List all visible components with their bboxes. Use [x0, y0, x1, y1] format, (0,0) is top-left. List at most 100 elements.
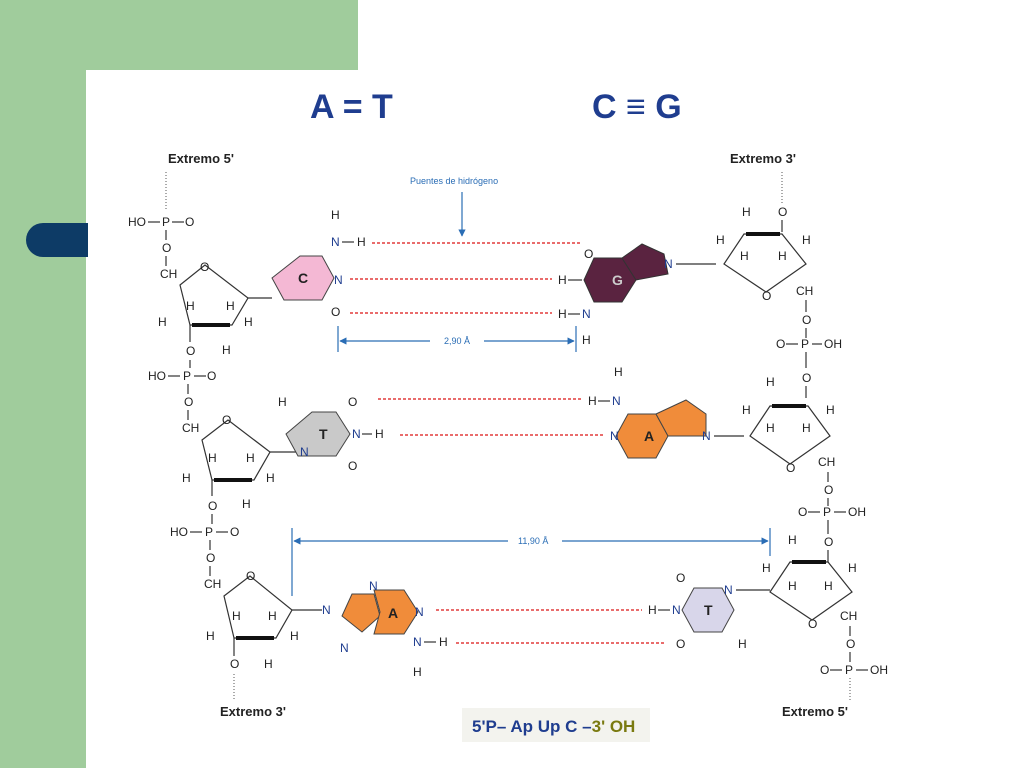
t1-ring-n: N	[300, 445, 309, 459]
r-phosphate-o-1: O	[776, 337, 785, 351]
sugar-o-2: O	[222, 413, 231, 427]
r-sugar-h-1a: H	[742, 205, 751, 219]
phosphate-p-3: P	[205, 525, 213, 539]
t2-methyl: H	[738, 637, 747, 651]
right-sugar-ring-3	[769, 561, 853, 621]
t2-n-glyco: N	[724, 583, 733, 597]
r-sugar-h-3d: H	[824, 579, 833, 593]
heading-cg-pair: C ≡ G	[592, 88, 682, 126]
g-nh-h: H	[558, 273, 567, 287]
r-sugar-o-2: O	[786, 461, 795, 475]
g-n-glyco: N	[664, 257, 673, 271]
sugar-o3-1: O	[186, 344, 195, 358]
label-hydrogen-bonds: Puentes de hidrógeno	[410, 176, 498, 186]
t2-n: N	[672, 603, 681, 617]
sugar-h-3a: H	[206, 629, 215, 643]
phosphate-o-2: O	[207, 369, 216, 383]
phosphate-ester-o-2: O	[184, 395, 193, 409]
label-three-prime-bottom: Extremo 3'	[220, 704, 286, 719]
base-c: C	[298, 270, 308, 286]
ch2-1: CH	[160, 267, 177, 281]
phosphate-p-2: P	[183, 369, 191, 383]
t2-o-top: O	[676, 571, 685, 585]
sugar-o3-2: O	[208, 499, 217, 513]
label-distance-large: 11,90 Å	[518, 536, 548, 546]
r-phosphate-p-2: P	[823, 505, 831, 519]
sugar-h-1e: H	[222, 343, 231, 357]
c-ring-n: N	[334, 273, 343, 287]
base-a1: A	[644, 428, 654, 444]
cytosine-ring	[271, 255, 335, 301]
r-sugar-o3-3: O	[824, 535, 833, 549]
r-sugar-h-3e: H	[848, 561, 857, 575]
r-sugar-o3-2: O	[802, 371, 811, 385]
sugar-h-3b: H	[232, 609, 241, 623]
thymine-ring-2	[681, 587, 735, 633]
a2-amino-h1: H	[439, 635, 448, 649]
a2-amino-h2: H	[413, 665, 422, 679]
r-ch2-3: CH	[840, 609, 857, 623]
sugar-ring-3	[223, 575, 293, 639]
r-ch2-1: CH	[796, 284, 813, 298]
a1-amino-n: N	[612, 394, 621, 408]
r-sugar-h-2a: H	[766, 375, 775, 389]
ch2-3: CH	[204, 577, 221, 591]
a1-n-glyco: N	[702, 429, 711, 443]
adenine-6ring-2	[373, 589, 419, 635]
t1-nh-h: H	[375, 427, 384, 441]
sugar-h-2d: H	[266, 471, 275, 485]
formula-box	[462, 708, 650, 742]
t2-nh-h: H	[648, 603, 657, 617]
sugar-o3-3: O	[230, 657, 239, 671]
r-ester-o-3: O	[846, 637, 855, 651]
phosphate-p-1: P	[162, 215, 170, 229]
sugar-h-2b: H	[208, 451, 217, 465]
c-amino-n: N	[331, 235, 340, 249]
phosphate-ester-o-1: O	[162, 241, 171, 255]
r-sugar-o-1: O	[762, 289, 771, 303]
r-sugar-h-2d: H	[802, 421, 811, 435]
r-sugar-h-1c: H	[740, 249, 749, 263]
r-phosphate-oh-1: OH	[824, 337, 842, 351]
r-sugar-h-3b: H	[762, 561, 771, 575]
guanine-5ring	[621, 243, 669, 281]
r-sugar-o3-1: O	[778, 205, 787, 219]
heading-at-pair: A = T	[310, 88, 393, 126]
r-ch2-2: CH	[818, 455, 835, 469]
a2-amino-n: N	[413, 635, 422, 649]
r-sugar-h-1d: H	[778, 249, 787, 263]
green-sidebar	[0, 0, 86, 768]
r-phosphate-p-3: P	[845, 663, 853, 677]
r-ester-o-1: O	[802, 313, 811, 327]
label-distance-small: 2,90 Å	[444, 336, 470, 346]
a2-n-right: N	[415, 605, 424, 619]
formula-sequence: 5'P– Ap Up C –3' OH	[472, 717, 635, 736]
sugar-h-2a: H	[182, 471, 191, 485]
phosphate-ho-3: HO	[170, 525, 188, 539]
sugar-h-1a: H	[158, 315, 167, 329]
phosphate-ho-2: HO	[148, 369, 166, 383]
a2-n-top: N	[369, 579, 378, 593]
right-sugar-ring-2	[749, 405, 831, 465]
r-sugar-h-3a: H	[788, 533, 797, 547]
r-sugar-h-2c: H	[766, 421, 775, 435]
sugar-h-1d: H	[244, 315, 253, 329]
sugar-ring-2	[201, 419, 271, 481]
phosphate-ho-1: HO	[128, 215, 146, 229]
right-sugar-ring-1	[723, 233, 807, 293]
sugar-o-3: O	[246, 569, 255, 583]
sugar-h-2e: H	[242, 497, 251, 511]
g-amino-n: N	[582, 307, 591, 321]
label-three-prime-top: Extremo 3'	[730, 151, 796, 166]
r-phosphate-p-1: P	[801, 337, 809, 351]
a1-amino-h1: H	[614, 365, 623, 379]
green-top-band	[86, 0, 358, 70]
r-phosphate-oh-2: OH	[848, 505, 866, 519]
phosphate-o-1: O	[185, 215, 194, 229]
r-phosphate-oh-3: OH	[870, 663, 888, 677]
sugar-ring-1	[179, 264, 249, 326]
r-sugar-h-1b: H	[716, 233, 725, 247]
t1-n: N	[352, 427, 361, 441]
ch2-2: CH	[182, 421, 199, 435]
